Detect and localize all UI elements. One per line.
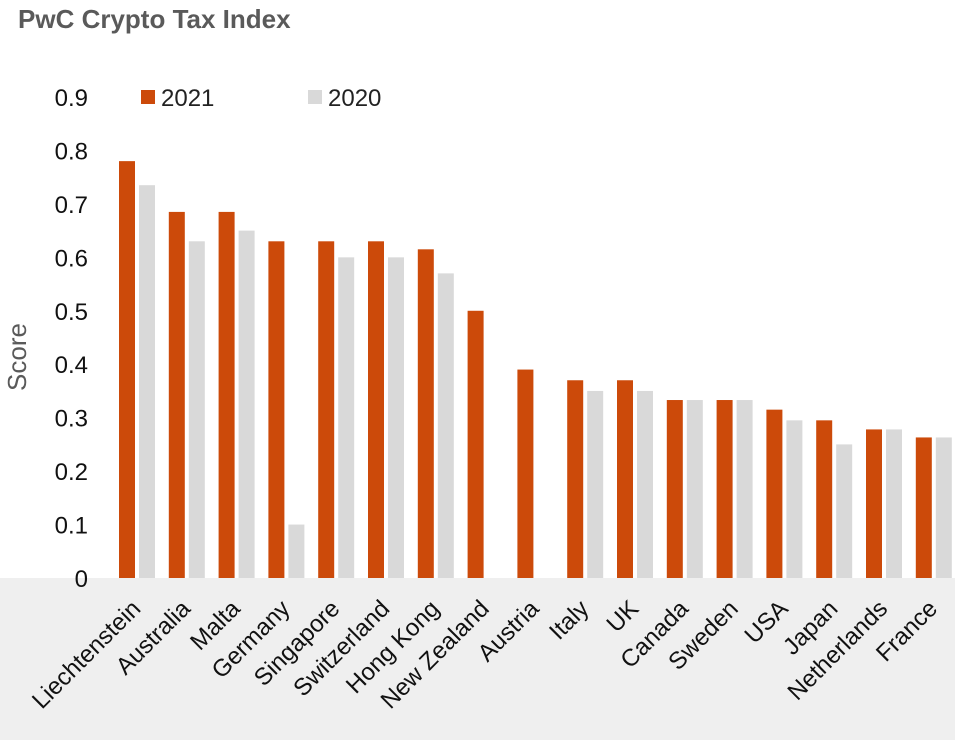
bar-2020 <box>935 437 952 578</box>
bar-2020 <box>238 230 255 578</box>
bar-2020 <box>886 429 902 578</box>
y-tick-label: 0.2 <box>55 459 88 486</box>
bar-2021 <box>716 400 733 578</box>
bar-2021 <box>915 437 932 578</box>
bars <box>119 161 952 579</box>
bar-2021 <box>168 211 185 578</box>
bar-2020 <box>736 400 753 578</box>
bar-2021 <box>617 380 633 578</box>
y-tick-label: 0.8 <box>55 138 88 165</box>
bar-2021 <box>218 211 235 578</box>
bar-2020 <box>786 420 803 578</box>
bar-2021 <box>766 409 783 578</box>
legend-swatch-2020 <box>308 90 322 104</box>
x-axis-band <box>0 578 955 740</box>
bar-2021 <box>567 380 584 578</box>
y-tick-label: 0.1 <box>55 513 88 540</box>
bar-2021 <box>268 241 285 579</box>
bar-2020 <box>437 273 454 578</box>
bar-2020 <box>139 185 155 578</box>
bar-2021 <box>517 369 534 578</box>
bar-2021 <box>666 400 683 578</box>
bar-2020 <box>637 390 653 578</box>
bar-2020 <box>338 257 355 578</box>
y-tick-label: 0.3 <box>55 406 88 433</box>
y-tick-label: 0.5 <box>55 299 88 326</box>
bar-2021 <box>119 161 135 578</box>
y-axis-title: Score <box>2 323 32 391</box>
y-tick-label: 0.4 <box>55 352 88 379</box>
legend-label-2021: 2021 <box>161 85 214 112</box>
y-tick-label: 0.7 <box>55 192 88 219</box>
legend-label-2020: 2020 <box>328 85 381 112</box>
bar-2020 <box>288 524 305 578</box>
bar-2020 <box>188 241 205 579</box>
bar-2020 <box>388 257 404 578</box>
bar-2021 <box>467 310 484 578</box>
y-tick-label: 0 <box>75 566 88 593</box>
legend-swatch-2021 <box>141 90 155 104</box>
bar-2021 <box>866 429 882 578</box>
bar-2020 <box>836 444 853 578</box>
bar-2020 <box>587 390 604 578</box>
bar-2021 <box>417 249 434 579</box>
bar-2021 <box>318 241 335 579</box>
bar-2021 <box>368 241 384 579</box>
y-tick-label: 0.6 <box>55 245 88 272</box>
chart-title: PwC Crypto Tax Index <box>18 4 291 34</box>
y-axis-ticks: 0 0.1 0.2 0.3 0.4 0.5 0.6 0.7 0.8 0.9 <box>55 85 88 593</box>
bar-2020 <box>686 400 703 578</box>
bar-2021 <box>816 420 833 578</box>
legend: 2021 2020 <box>141 85 381 112</box>
y-tick-label: 0.9 <box>55 85 88 112</box>
